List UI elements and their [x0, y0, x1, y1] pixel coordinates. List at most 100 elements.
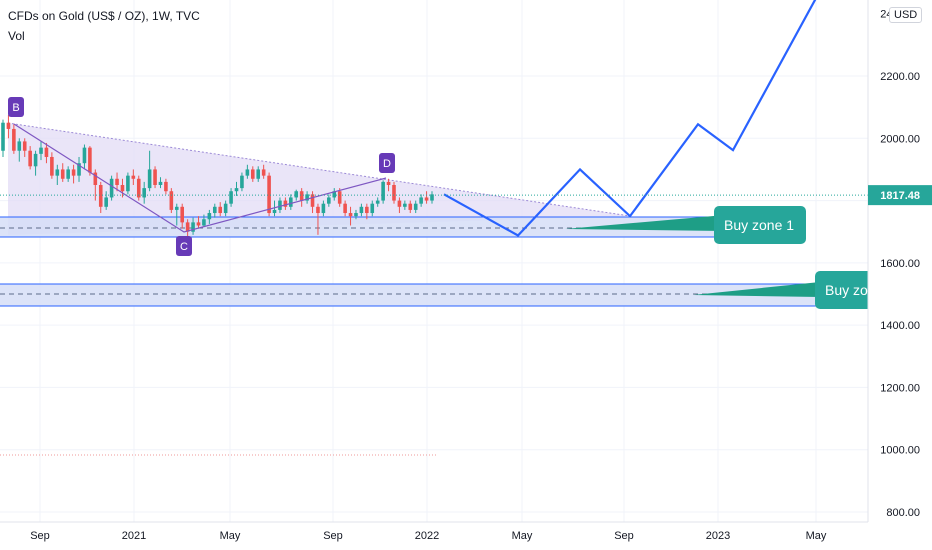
candle: [430, 191, 434, 204]
candle: [28, 146, 32, 170]
time-axis-label: Sep: [30, 530, 50, 542]
buy-zone-2: Buy zone 2: [0, 271, 915, 309]
candle-body: [424, 197, 429, 201]
candle-body: [327, 197, 331, 204]
candle: [93, 169, 98, 201]
chart-grid: [0, 0, 868, 522]
candle: [33, 150, 38, 176]
candle: [185, 219, 190, 238]
price-axis-label: 1600.00: [880, 258, 920, 270]
candle-body: [50, 156, 54, 176]
candle: [115, 172, 119, 192]
candle: [104, 191, 108, 210]
candle: [354, 209, 358, 220]
candle-body: [408, 203, 413, 210]
candle: [424, 191, 429, 204]
candle: [169, 188, 174, 214]
candle: [419, 194, 423, 207]
pattern-point-b[interactable]: B: [8, 97, 24, 117]
candle-body: [180, 206, 185, 223]
candle: [359, 203, 364, 217]
candle: [229, 188, 233, 207]
candle-body: [370, 203, 375, 214]
pattern-point-letter: D: [383, 158, 391, 170]
candle-body: [283, 200, 288, 207]
candle-body: [39, 147, 43, 154]
candle-body: [33, 153, 38, 167]
pattern-point-badge: [8, 97, 24, 117]
volume-indicator-label[interactable]: Vol: [8, 29, 25, 43]
candle: [39, 141, 43, 161]
candle-body: [147, 169, 152, 189]
candle-body: [294, 191, 299, 198]
time-axis-label: Sep: [614, 530, 634, 542]
candle-body: [1, 122, 5, 151]
candle-body: [245, 169, 250, 176]
candle-body: [354, 213, 358, 217]
candle: [240, 172, 244, 192]
candle: [381, 180, 385, 204]
buy-zone-band: [0, 284, 820, 306]
candle: [60, 163, 65, 182]
candle-body: [316, 206, 320, 214]
candle: [88, 146, 92, 176]
candle: [261, 164, 266, 179]
time-axis[interactable]: Sep 2021 May Sep 2022 May Sep 2023 May: [0, 521, 932, 550]
candle: [22, 138, 27, 157]
candle: [245, 164, 250, 179]
candle-body: [419, 197, 423, 204]
candle: [202, 214, 206, 228]
candle: [316, 203, 320, 235]
candle: [98, 181, 103, 214]
candle-body: [212, 206, 217, 214]
current-price-badge: 1817.48: [868, 185, 932, 206]
candle-body: [359, 206, 364, 214]
candle-body: [164, 181, 168, 192]
triangle-shape: [8, 123, 630, 235]
candle: [12, 124, 16, 154]
candle-body: [60, 169, 65, 179]
buy-zone-label[interactable]: Buy zone 1: [714, 206, 806, 244]
candle: [164, 178, 168, 195]
current-price-badge-bg: [868, 185, 932, 206]
candle: [153, 166, 157, 189]
price-axis-label: 1200.00: [880, 382, 920, 394]
price-axis[interactable]: 2200.002000.001800.001600.001400.001200.…: [867, 0, 932, 522]
pattern-point-letter: B: [12, 102, 19, 114]
candle-body: [332, 191, 337, 198]
candle: [131, 169, 136, 185]
candle: [109, 175, 114, 201]
candle-body: [55, 169, 60, 176]
time-axis-label: Sep: [323, 530, 343, 542]
pattern-point-c[interactable]: C: [176, 236, 192, 256]
triangle-pattern: [7, 122, 631, 235]
candle-body: [413, 203, 418, 210]
candle-body: [392, 185, 396, 201]
candle: [305, 191, 309, 204]
candle: [66, 166, 70, 182]
candle-body: [169, 191, 174, 210]
candle: [250, 166, 255, 182]
time-axis-label: May: [220, 530, 241, 542]
currency-button[interactable]: USD: [889, 7, 923, 23]
price-axis-label: 800.00: [886, 507, 920, 519]
buy-zone-wedge: [565, 215, 725, 231]
candle-body: [240, 175, 244, 189]
buy-zone-band: [0, 217, 806, 237]
candle: [337, 188, 342, 207]
candle: [327, 194, 331, 207]
price-axis-label: 1400.00: [880, 320, 920, 332]
buy-zone-1: Buy zone 1: [0, 206, 806, 244]
projection-polyline: [443, 0, 817, 237]
candle: [321, 200, 326, 217]
candle-body: [93, 172, 98, 185]
candle-body: [375, 200, 380, 204]
candle: [174, 203, 179, 226]
abcd-leg-lines: [13, 123, 387, 233]
candle-body: [158, 181, 163, 185]
candle-body: [397, 200, 402, 207]
candle-body: [104, 197, 108, 207]
pattern-point-d[interactable]: D: [379, 153, 395, 173]
buy-zone-label-text: Buy zone 1: [724, 217, 794, 233]
